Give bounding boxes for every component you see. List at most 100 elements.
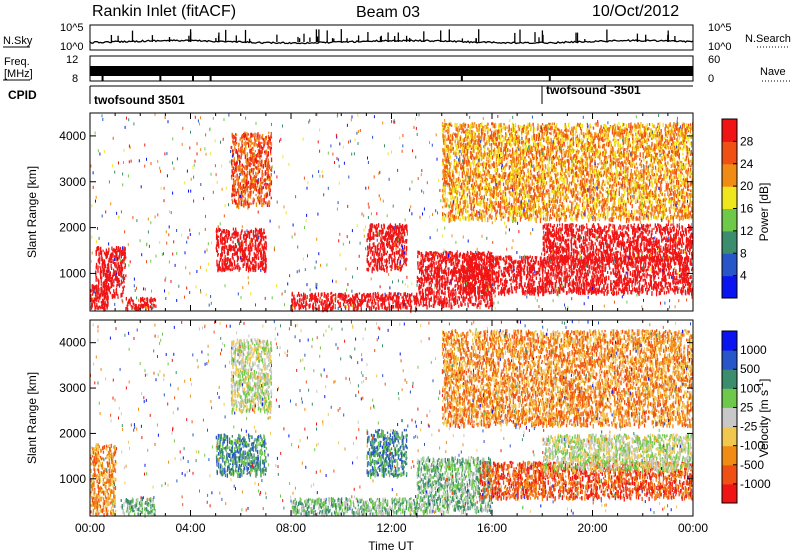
range-gate-cell <box>615 265 616 269</box>
range-gate-cell <box>375 234 376 237</box>
range-gate-cell <box>341 293 342 298</box>
range-gate-cell <box>578 276 579 278</box>
range-gate-cell <box>265 136 266 138</box>
range-gate-cell <box>246 188 247 191</box>
range-gate-cell <box>472 303 473 306</box>
range-gate-cell <box>249 235 250 240</box>
range-gate-cell <box>458 277 459 280</box>
range-gate-cell <box>98 246 99 248</box>
range-gate-cell <box>261 238 262 241</box>
range-gate-cell <box>265 193 266 195</box>
range-gate-cell <box>154 298 155 302</box>
range-gate-cell <box>216 230 217 232</box>
range-gate-cell <box>311 293 312 298</box>
range-gate-cell <box>315 304 316 306</box>
range-gate-cell <box>254 142 255 147</box>
range-gate-cell <box>107 264 108 266</box>
range-gate-cell <box>478 304 479 307</box>
range-gate-cell <box>295 302 296 304</box>
range-gate-cell <box>243 184 244 189</box>
range-gate-cell <box>441 253 442 257</box>
range-gate-cell <box>380 303 381 307</box>
range-gate-cell <box>243 234 244 238</box>
range-gate-cell <box>484 291 485 295</box>
range-gate-cell <box>300 305 301 309</box>
range-gate-cell <box>116 251 117 255</box>
range-gate-cell <box>326 296 327 298</box>
range-gate-cell <box>249 191 250 193</box>
range-gate-cell <box>690 288 691 291</box>
range-gate-cell <box>682 285 683 289</box>
range-gate-cell <box>497 285 498 290</box>
range-gate-cell <box>608 276 609 281</box>
range-gate-cell <box>369 245 370 249</box>
range-gate-cell <box>503 289 504 294</box>
range-gate-cell <box>262 151 263 154</box>
range-gate-cell <box>247 202 248 205</box>
range-gate-cell <box>468 266 469 269</box>
range-gate-cell <box>601 269 602 273</box>
range-gate-cell <box>523 288 524 291</box>
range-gate-cell <box>477 278 478 280</box>
range-gate-cell <box>452 296 453 301</box>
range-gate-cell <box>221 252 222 255</box>
range-gate-cell <box>234 198 235 202</box>
range-gate-cell <box>255 254 256 259</box>
range-gate-cell <box>260 264 261 267</box>
range-gate-cell <box>317 308 318 310</box>
range-gate-cell <box>591 276 592 279</box>
range-gate-cell <box>389 254 390 259</box>
range-gate-cell <box>301 302 302 305</box>
range-gate-cell <box>506 256 507 259</box>
range-gate-cell <box>463 297 464 302</box>
range-gate-cell <box>371 236 372 240</box>
range-gate-cell <box>368 251 369 256</box>
range-gate-cell <box>474 288 475 292</box>
range-gate-cell <box>352 295 353 298</box>
range-gate-cell <box>94 307 95 311</box>
range-gate-cell <box>684 268 685 272</box>
range-gate-cell <box>477 304 478 308</box>
range-gate-cell <box>232 159 233 162</box>
range-gate-cell <box>235 232 236 235</box>
range-gate-cell <box>233 167 234 170</box>
range-gate-cell <box>217 244 218 247</box>
range-gate-cell <box>447 287 448 290</box>
range-gate-cell <box>264 151 265 153</box>
station-title: Rankin Inlet (fitACF) <box>92 3 236 20</box>
range-gate-cell <box>264 184 265 186</box>
range-gate-cell <box>224 242 225 245</box>
range-gate-cell <box>458 259 459 261</box>
range-gate-cell <box>95 270 96 274</box>
range-gate-cell <box>260 189 261 192</box>
range-gate-cell <box>332 307 333 310</box>
range-gate-cell <box>403 256 404 260</box>
range-gate-cell <box>220 266 221 271</box>
range-gate-cell <box>380 250 381 253</box>
range-gate-cell <box>236 162 237 164</box>
range-gate-cell <box>345 294 346 299</box>
range-gate-cell <box>375 246 376 250</box>
range-gate-cell <box>403 240 404 243</box>
range-gate-cell <box>377 244 378 247</box>
range-gate-cell <box>376 296 377 299</box>
range-gate-cell <box>575 282 576 287</box>
range-gate-cell <box>483 282 484 285</box>
range-gate-cell <box>417 261 418 264</box>
range-gate-cell <box>528 263 529 267</box>
range-gate-cell <box>583 266 584 270</box>
range-gate-cell <box>148 306 149 310</box>
range-gate-cell <box>679 275 680 279</box>
range-gate-cell <box>265 267 266 271</box>
range-gate-cell <box>263 144 264 148</box>
range-gate-cell <box>458 305 459 308</box>
range-gate-cell <box>571 260 572 265</box>
range-gate-cell <box>253 159 254 161</box>
range-gate-cell <box>420 291 421 295</box>
range-gate-cell <box>423 260 424 265</box>
range-gate-cell <box>332 300 333 303</box>
range-gate-cell <box>139 304 140 306</box>
range-gate-cell <box>599 280 600 283</box>
range-gate-cell <box>261 254 262 259</box>
range-gate-cell <box>116 288 117 291</box>
